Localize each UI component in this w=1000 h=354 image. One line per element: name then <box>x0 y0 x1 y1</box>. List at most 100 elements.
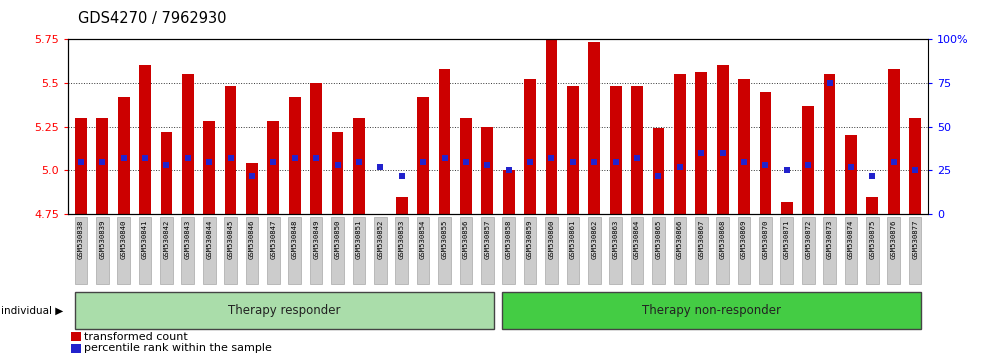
Bar <box>631 86 643 214</box>
Bar <box>610 86 622 214</box>
Point <box>351 159 367 164</box>
FancyBboxPatch shape <box>759 217 772 284</box>
FancyBboxPatch shape <box>823 217 836 284</box>
Bar <box>460 118 472 214</box>
Text: GSM530844: GSM530844 <box>206 220 212 259</box>
Point <box>715 150 731 156</box>
FancyBboxPatch shape <box>181 217 194 284</box>
Text: GSM530841: GSM530841 <box>142 220 148 259</box>
Bar <box>909 118 921 214</box>
Text: GSM530848: GSM530848 <box>292 220 298 259</box>
Text: GSM530855: GSM530855 <box>442 220 448 259</box>
Bar <box>225 86 236 214</box>
FancyBboxPatch shape <box>674 217 686 284</box>
Text: GSM530868: GSM530868 <box>720 220 726 259</box>
Text: GSM530851: GSM530851 <box>356 220 362 259</box>
Point <box>394 173 410 178</box>
FancyBboxPatch shape <box>117 217 130 284</box>
Bar <box>695 72 707 214</box>
Point <box>308 155 324 161</box>
Point <box>180 155 196 161</box>
Point <box>479 162 495 168</box>
Point <box>265 159 281 164</box>
Point <box>223 155 239 161</box>
Text: individual ▶: individual ▶ <box>1 306 63 316</box>
Point <box>372 164 388 170</box>
Bar <box>845 135 857 214</box>
Point <box>757 162 773 168</box>
Text: Therapy responder: Therapy responder <box>228 304 340 317</box>
FancyBboxPatch shape <box>802 217 815 284</box>
Bar <box>182 74 194 214</box>
Text: GSM530843: GSM530843 <box>185 220 191 259</box>
Point <box>779 167 795 173</box>
Bar <box>353 118 365 214</box>
FancyBboxPatch shape <box>909 217 921 284</box>
FancyBboxPatch shape <box>310 217 322 284</box>
Bar <box>246 163 258 214</box>
Text: GSM530854: GSM530854 <box>420 220 426 259</box>
Text: GSM530858: GSM530858 <box>506 220 512 259</box>
FancyBboxPatch shape <box>502 217 515 284</box>
Point <box>137 155 153 161</box>
Bar <box>332 132 343 214</box>
Bar <box>396 197 408 214</box>
Text: GSM530861: GSM530861 <box>570 220 576 259</box>
Bar <box>781 202 793 214</box>
Bar <box>653 128 664 214</box>
Text: GSM530875: GSM530875 <box>869 220 875 259</box>
Point <box>501 167 517 173</box>
Text: GSM530874: GSM530874 <box>848 220 854 259</box>
FancyBboxPatch shape <box>866 217 879 284</box>
Bar <box>267 121 279 214</box>
Text: GSM530857: GSM530857 <box>484 220 490 259</box>
Point <box>736 159 752 164</box>
Text: GSM530856: GSM530856 <box>463 220 469 259</box>
Text: GDS4270 / 7962930: GDS4270 / 7962930 <box>78 11 226 25</box>
Bar <box>588 42 600 214</box>
FancyBboxPatch shape <box>438 217 451 284</box>
FancyBboxPatch shape <box>75 292 494 329</box>
FancyBboxPatch shape <box>203 217 216 284</box>
Bar <box>96 118 108 214</box>
Bar <box>71 344 81 353</box>
FancyBboxPatch shape <box>609 217 622 284</box>
FancyBboxPatch shape <box>631 217 643 284</box>
Text: GSM530840: GSM530840 <box>121 220 127 259</box>
Point <box>608 159 624 164</box>
Text: GSM530853: GSM530853 <box>399 220 405 259</box>
Point <box>565 159 581 164</box>
Point <box>800 162 816 168</box>
FancyBboxPatch shape <box>96 217 109 284</box>
Bar <box>717 65 729 214</box>
Bar <box>567 86 579 214</box>
Point <box>244 173 260 178</box>
Text: GSM530873: GSM530873 <box>827 220 833 259</box>
Text: GSM530863: GSM530863 <box>613 220 619 259</box>
Text: GSM530852: GSM530852 <box>377 220 383 259</box>
FancyBboxPatch shape <box>160 217 173 284</box>
FancyBboxPatch shape <box>288 217 301 284</box>
FancyBboxPatch shape <box>267 217 280 284</box>
FancyBboxPatch shape <box>246 217 258 284</box>
Bar <box>161 132 172 214</box>
Point <box>907 167 923 173</box>
Bar <box>139 65 151 214</box>
FancyBboxPatch shape <box>460 217 472 284</box>
Bar <box>203 121 215 214</box>
FancyBboxPatch shape <box>502 292 921 329</box>
FancyBboxPatch shape <box>224 217 237 284</box>
FancyBboxPatch shape <box>524 217 536 284</box>
Text: GSM530839: GSM530839 <box>99 220 105 259</box>
Point <box>73 159 89 164</box>
Text: GSM530865: GSM530865 <box>655 220 661 259</box>
Bar <box>888 69 900 214</box>
FancyBboxPatch shape <box>588 217 601 284</box>
Point <box>672 164 688 170</box>
Text: GSM530845: GSM530845 <box>228 220 234 259</box>
Bar <box>824 74 835 214</box>
Text: GSM530869: GSM530869 <box>741 220 747 259</box>
Bar <box>310 83 322 214</box>
Bar <box>760 91 771 214</box>
Text: GSM530860: GSM530860 <box>548 220 554 259</box>
